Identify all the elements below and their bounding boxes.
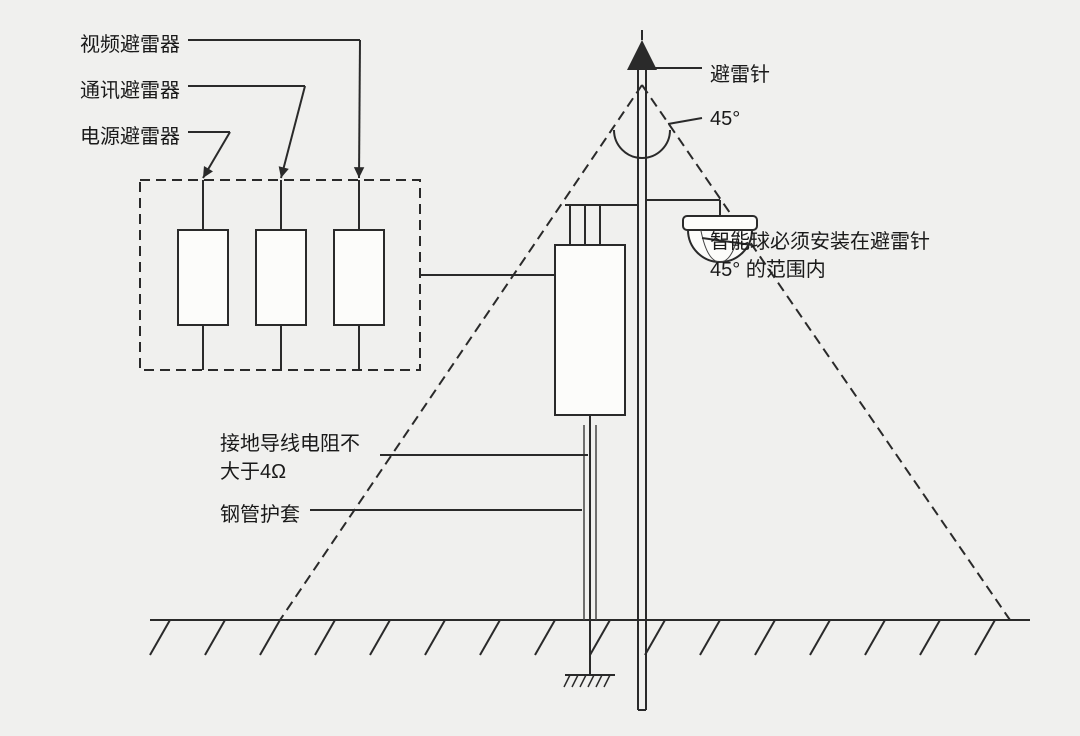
label-video-arrester: 视频避雷器	[80, 28, 180, 57]
ground-note-line1: 接地导线电阻不	[220, 433, 360, 455]
label-ground-note: 接地导线电阻不 大于4Ω	[220, 430, 400, 486]
label-steel-sleeve: 钢管护套	[220, 498, 300, 527]
dome-note-line1: 智能球必须安装在避雷针	[710, 231, 930, 253]
label-lightning-rod: 避雷针	[710, 58, 770, 87]
label-angle: 45°	[710, 108, 740, 131]
label-dome-note: 智能球必须安装在避雷针 45° 的范围内	[710, 228, 970, 284]
dome-note-line2: 45° 的范围内	[710, 259, 826, 281]
label-comm-arrester: 通讯避雷器	[80, 74, 180, 103]
lightning-protection-diagram	[0, 0, 1080, 736]
label-power-arrester: 电源避雷器	[80, 120, 180, 149]
ground-note-line2: 大于4Ω	[220, 461, 286, 483]
